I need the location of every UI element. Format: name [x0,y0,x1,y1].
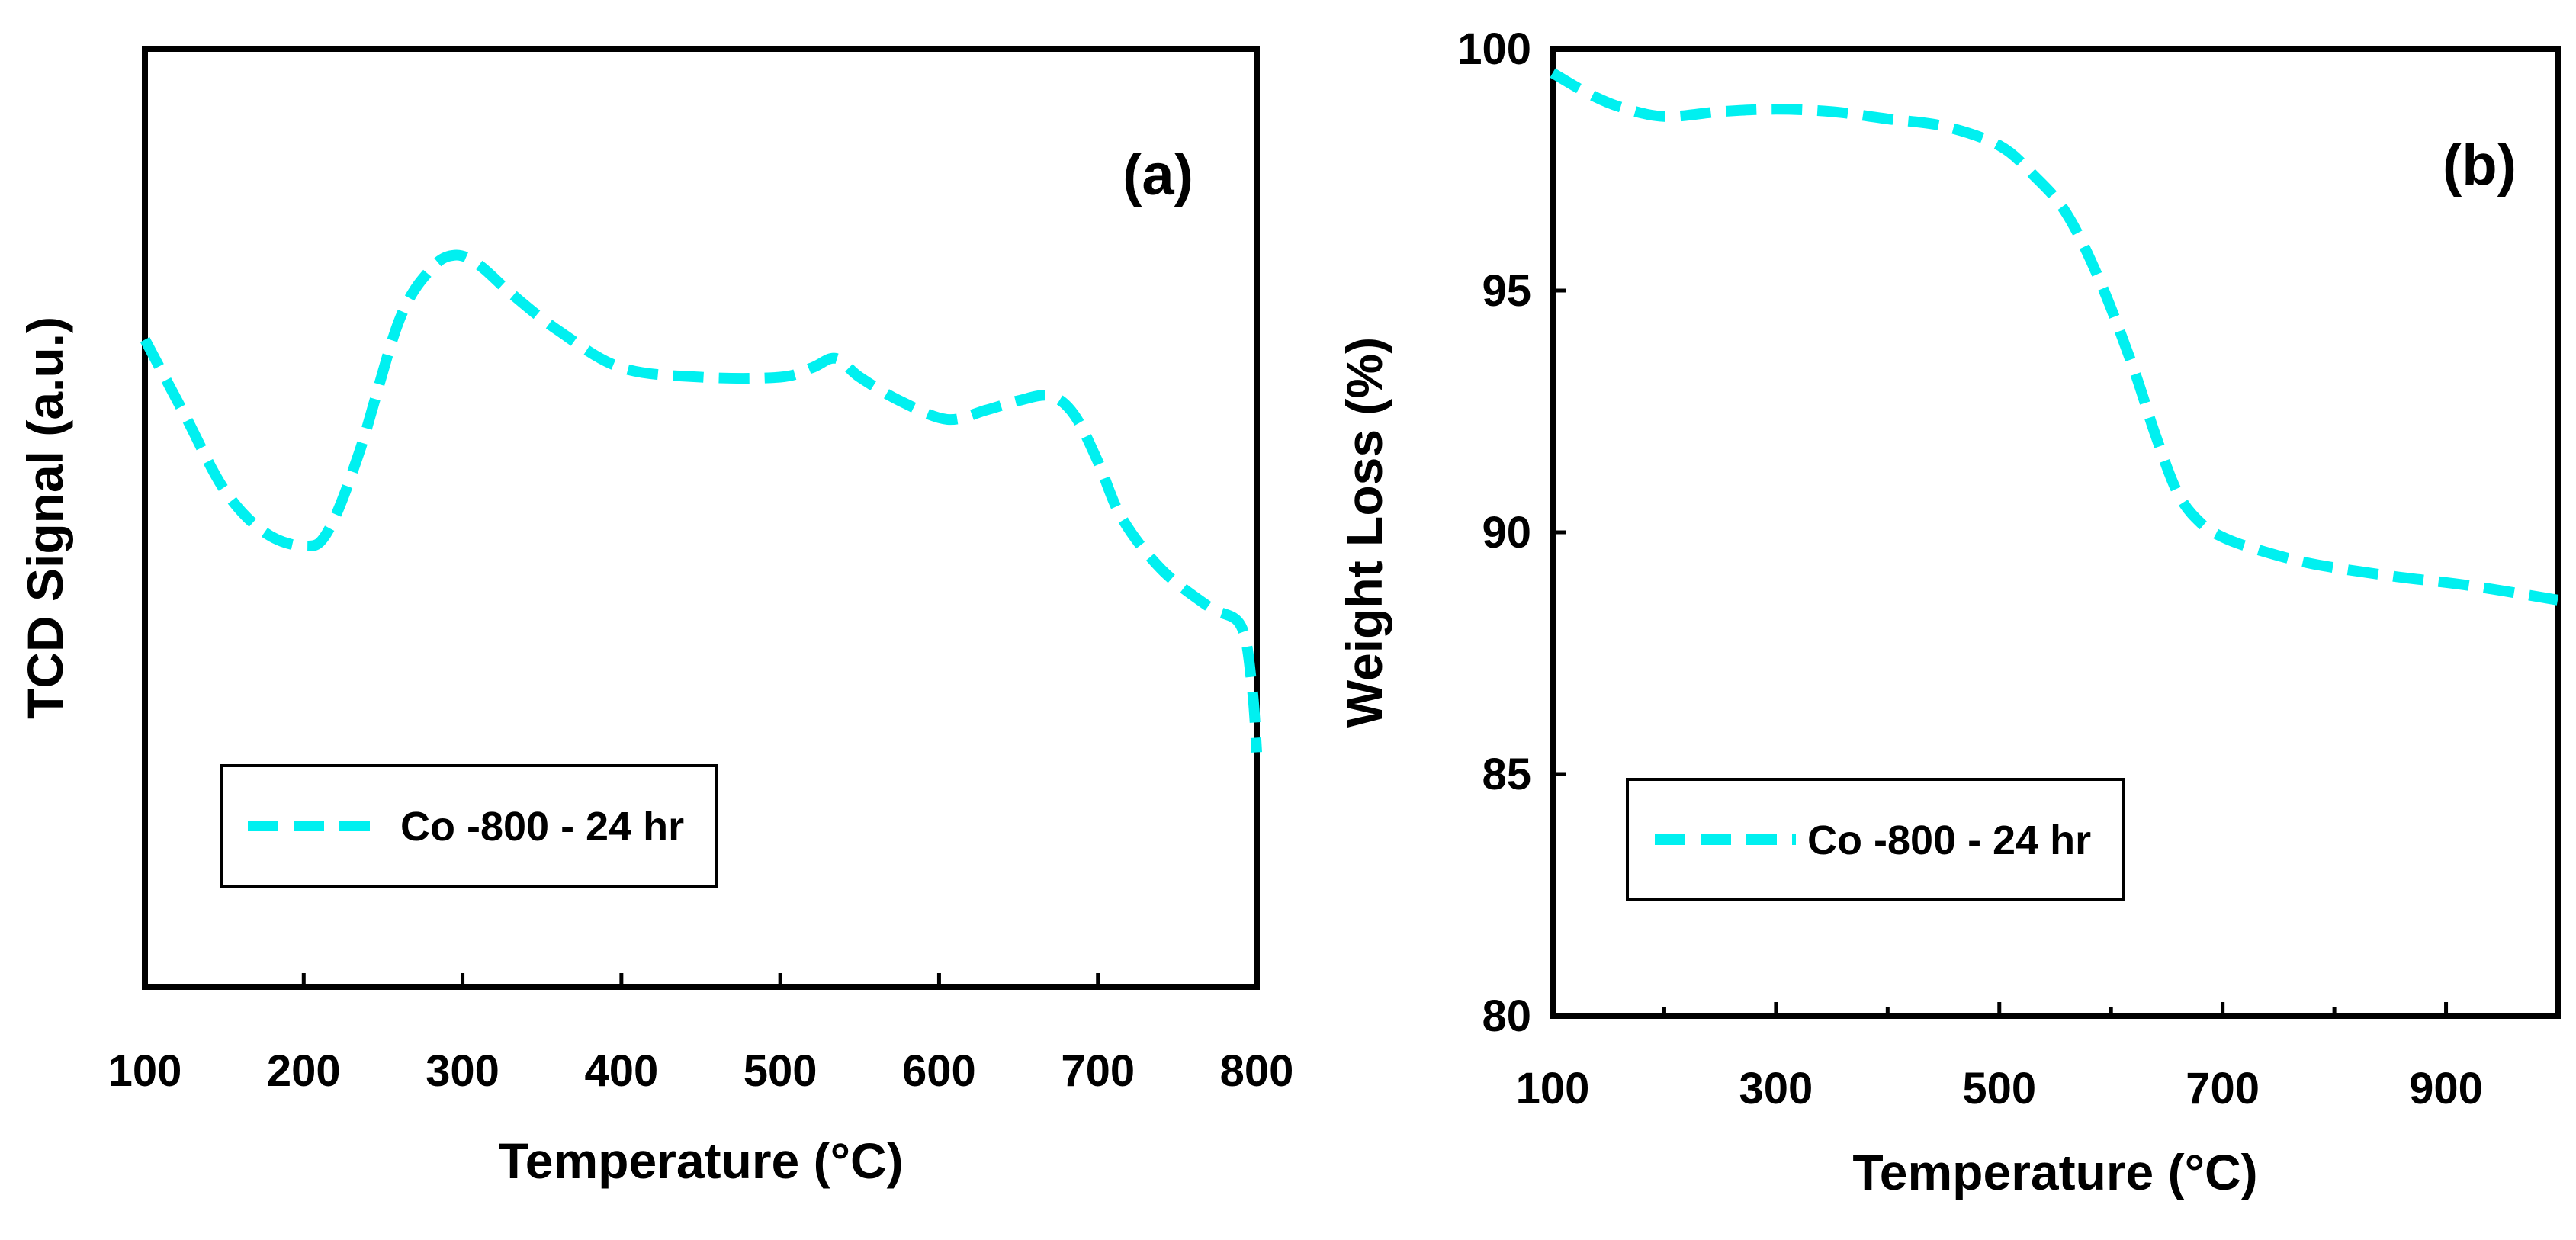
x-axis-title-a: Temperature (°C) [498,1132,903,1189]
legend-b: Co -800 - 24 hr [1626,778,2125,901]
y-tick-label-b: 95 [1482,266,1531,316]
x-tick-label-b: 300 [1739,1064,1813,1113]
tcd-signal-line [140,249,1262,753]
x-tick-label-b: 700 [2186,1064,2260,1113]
panel-label-a: (a) [1123,143,1193,207]
y-tick-label-b: 100 [1457,24,1531,74]
y-tick-label-b: 80 [1482,991,1531,1041]
x-tick-label-a: 400 [584,1046,658,1096]
x-axis-title-b: Temperature (°C) [1852,1144,2257,1200]
y-axis-title-b: Weight Loss (%) [1336,337,1392,728]
chart-panel-b: 100 300 500 700 900 80 85 90 95 100 (b) Temperatu… [1336,24,2561,1200]
y-tick-label-b: 90 [1482,508,1531,557]
legend-a: Co -800 - 24 hr [220,764,718,888]
x-tick-label-a: 600 [902,1046,976,1096]
x-tick-label-a: 500 [744,1046,817,1096]
legend-label-b: Co -800 - 24 hr [1807,818,2091,863]
x-tick-label-b: 100 [1516,1064,1590,1113]
x-tick-label-a: 700 [1061,1046,1135,1096]
chart-panel-a: 100 200 300 400 500 600 700 800 (a) Temperature… [17,46,1294,1189]
x-tick-label-a: 800 [1220,1046,1294,1096]
axis-ticks-b: 100 300 500 700 900 80 85 90 95 100 [1457,24,2483,1113]
weight-loss-line [1550,68,2559,606]
x-tick-label-a: 300 [426,1046,499,1096]
plot-area-a [142,46,1260,990]
x-tick-label-b: 500 [1962,1064,2036,1113]
x-tick-label-a: 100 [108,1046,182,1096]
x-ticks-a: 100 200 300 400 500 600 700 800 [108,973,1294,1096]
y-axis-title-a: TCD Signal (a.u.) [17,316,73,719]
legend-label-a: Co -800 - 24 hr [400,804,684,850]
x-tick-label-a: 200 [267,1046,341,1096]
panel-label-b: (b) [2443,133,2517,198]
y-tick-label-b: 85 [1482,750,1531,799]
x-tick-label-b: 900 [2409,1064,2483,1113]
